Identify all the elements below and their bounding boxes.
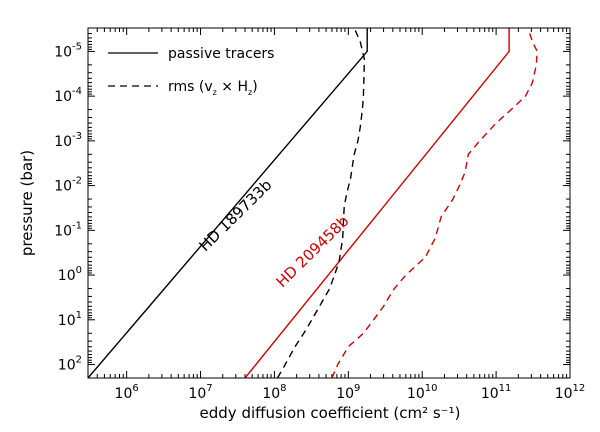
x-tick-label: 106: [115, 383, 139, 402]
y-tick-label: 10-5: [54, 41, 82, 60]
series-line-hd-189733b-rms: [276, 28, 366, 378]
legend: passive tracers rms (vz × Hz): [108, 46, 274, 97]
x-tick-label: 1011: [481, 383, 512, 402]
series-line-hd-209458b-passive: [244, 28, 510, 378]
legend-label-end: ): [252, 79, 257, 95]
x-axis-label: eddy diffusion coefficient (cm² s⁻¹): [200, 404, 461, 422]
y-tick-label: 10-1: [54, 220, 82, 239]
x-tick-label: 107: [188, 383, 212, 402]
series-line-hd-189733b-passive: [88, 28, 368, 378]
legend-sub-2: z: [248, 88, 252, 97]
plot-frame: [87, 27, 571, 379]
y-tick-label: 102: [58, 355, 82, 374]
legend-sub-1: z: [213, 88, 217, 97]
annotation-hd189733b: HD 189733b: [196, 176, 276, 255]
series-layer: [88, 28, 538, 378]
legend-label-mid: × H: [217, 79, 248, 95]
y-tick-label: 10-4: [54, 86, 82, 105]
y-tick-label: 10-3: [54, 131, 82, 150]
x-tick-label: 108: [262, 383, 286, 402]
legend-label-passive: passive tracers: [168, 46, 274, 62]
annotation-hd209458b: HD 209458b: [273, 212, 353, 291]
y-tick-label: 101: [58, 310, 82, 329]
x-tick-label: 1012: [555, 383, 586, 402]
legend-label-rms: rms (vz × Hz): [168, 79, 258, 97]
y-tick-label: 10-2: [54, 176, 82, 195]
x-tick-label: 1010: [407, 383, 438, 402]
y-tick-label: 100: [58, 265, 82, 284]
x-tick-label: 109: [336, 383, 360, 402]
ticks-layer: 106 107 108 109 1010 1011 1012 10-5 10-4 10-3 10-2…: [54, 27, 586, 402]
series-line-hd-209458b-rms: [331, 28, 538, 378]
y-axis-label: pressure (bar): [18, 150, 36, 256]
series-group: [88, 28, 538, 378]
